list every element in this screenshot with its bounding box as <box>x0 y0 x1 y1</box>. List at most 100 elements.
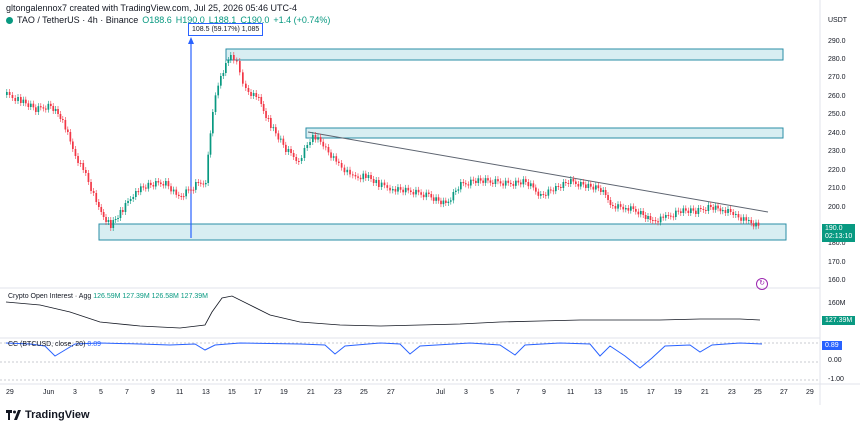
descending-trendline[interactable] <box>307 131 769 213</box>
time-tick: Jul <box>436 389 445 396</box>
candle-body <box>525 179 527 182</box>
candle-body <box>222 73 225 76</box>
candle-body <box>247 88 250 92</box>
candle-body <box>270 118 272 128</box>
candle-body <box>647 216 649 219</box>
candle-body <box>107 220 110 222</box>
measure-arrowhead <box>188 37 194 44</box>
candle-body <box>112 220 115 228</box>
candle-body <box>309 142 311 145</box>
candle-body <box>227 60 230 63</box>
candle-body <box>557 186 560 187</box>
candle-body <box>735 214 737 215</box>
candle-body <box>375 180 378 183</box>
candle-body <box>677 210 680 212</box>
symbol-name[interactable]: TAO / TetherUS · 4h · Binance <box>17 15 139 25</box>
candle-body <box>467 184 470 186</box>
candle-body <box>182 196 185 198</box>
candle-body <box>79 163 82 164</box>
candle-body <box>440 200 442 205</box>
candle-body <box>515 180 517 186</box>
candle-body <box>707 205 710 211</box>
candle-body <box>40 106 42 108</box>
candle-body <box>300 158 303 161</box>
price-tick: 210.0 <box>828 185 846 192</box>
time-tick: 11 <box>176 389 184 396</box>
time-tick: 9 <box>151 389 155 396</box>
candle-body <box>354 175 357 177</box>
candle-body <box>602 190 605 192</box>
candle-body <box>27 103 30 107</box>
footer-brand[interactable]: TradingView <box>6 409 90 421</box>
time-tick: 5 <box>99 389 103 396</box>
candle-body <box>504 180 507 186</box>
candle-body <box>607 195 609 200</box>
time-tick: 13 <box>202 389 210 396</box>
candle-body <box>178 194 180 196</box>
candle-body <box>262 104 265 111</box>
time-tick: 3 <box>464 389 468 396</box>
candle-body <box>319 137 322 142</box>
price-tick: 170.0 <box>828 259 846 266</box>
candle-body <box>667 215 670 216</box>
time-tick: 15 <box>620 389 628 396</box>
time-tick: 25 <box>360 389 368 396</box>
time-tick: 27 <box>780 389 788 396</box>
time-tick: Jun <box>43 389 55 396</box>
oi-values: 126.59M 127.39M 126.58M 127.39M <box>93 293 209 300</box>
replay-icon[interactable]: ↻ <box>756 278 768 290</box>
candle-body <box>187 189 190 191</box>
candle-body <box>407 187 410 191</box>
candle-body <box>214 95 217 112</box>
candle-body <box>197 182 200 183</box>
cc-title: CC (BTCUSD, close, 20) <box>8 341 86 348</box>
candle-body <box>340 163 343 168</box>
candle-body <box>392 189 394 191</box>
candle-body <box>597 185 600 189</box>
resistance-zone-top[interactable] <box>225 48 784 61</box>
support-zone[interactable] <box>98 223 787 241</box>
candle-body <box>22 99 25 103</box>
candle-body <box>547 189 550 196</box>
candle-body <box>685 208 687 211</box>
candle-body <box>335 156 338 162</box>
candle-body <box>20 97 22 103</box>
candle-body <box>312 135 314 142</box>
candle-body <box>77 156 79 163</box>
candle-body <box>710 205 712 207</box>
cc-tick-0: 0.00 <box>828 357 842 364</box>
ohlc-change: +1.4 (+0.74%) <box>273 15 331 25</box>
candle-body <box>649 216 652 220</box>
candle-body <box>420 192 422 195</box>
candle-body <box>145 187 147 189</box>
candle-body <box>35 107 37 112</box>
resistance-zone-mid[interactable] <box>305 127 784 139</box>
cc-current-tag: 0.89 <box>822 341 842 350</box>
candle-body <box>290 149 292 153</box>
candle-body <box>225 63 227 73</box>
candle-body <box>322 141 325 147</box>
candle-body <box>672 216 675 218</box>
candle-body <box>542 194 545 195</box>
candle-body <box>14 98 17 101</box>
candle-body <box>114 219 117 220</box>
candle-body <box>37 106 40 112</box>
candle-body <box>287 149 290 152</box>
candle-body <box>212 112 214 134</box>
candle-body <box>452 192 455 201</box>
candle-body <box>700 208 702 209</box>
time-tick: 25 <box>754 389 762 396</box>
brand-name: TradingView <box>25 409 90 421</box>
candle-body <box>540 194 542 196</box>
candle-body <box>327 147 330 153</box>
candle-body <box>637 211 640 215</box>
candle-body <box>502 183 504 186</box>
price-tick: 270.0 <box>828 74 846 81</box>
candle-body <box>742 217 745 221</box>
candle-body <box>129 199 132 201</box>
candle-body <box>590 183 592 187</box>
candle-body <box>402 189 404 193</box>
time-tick: 7 <box>516 389 520 396</box>
candle-body <box>417 189 420 193</box>
